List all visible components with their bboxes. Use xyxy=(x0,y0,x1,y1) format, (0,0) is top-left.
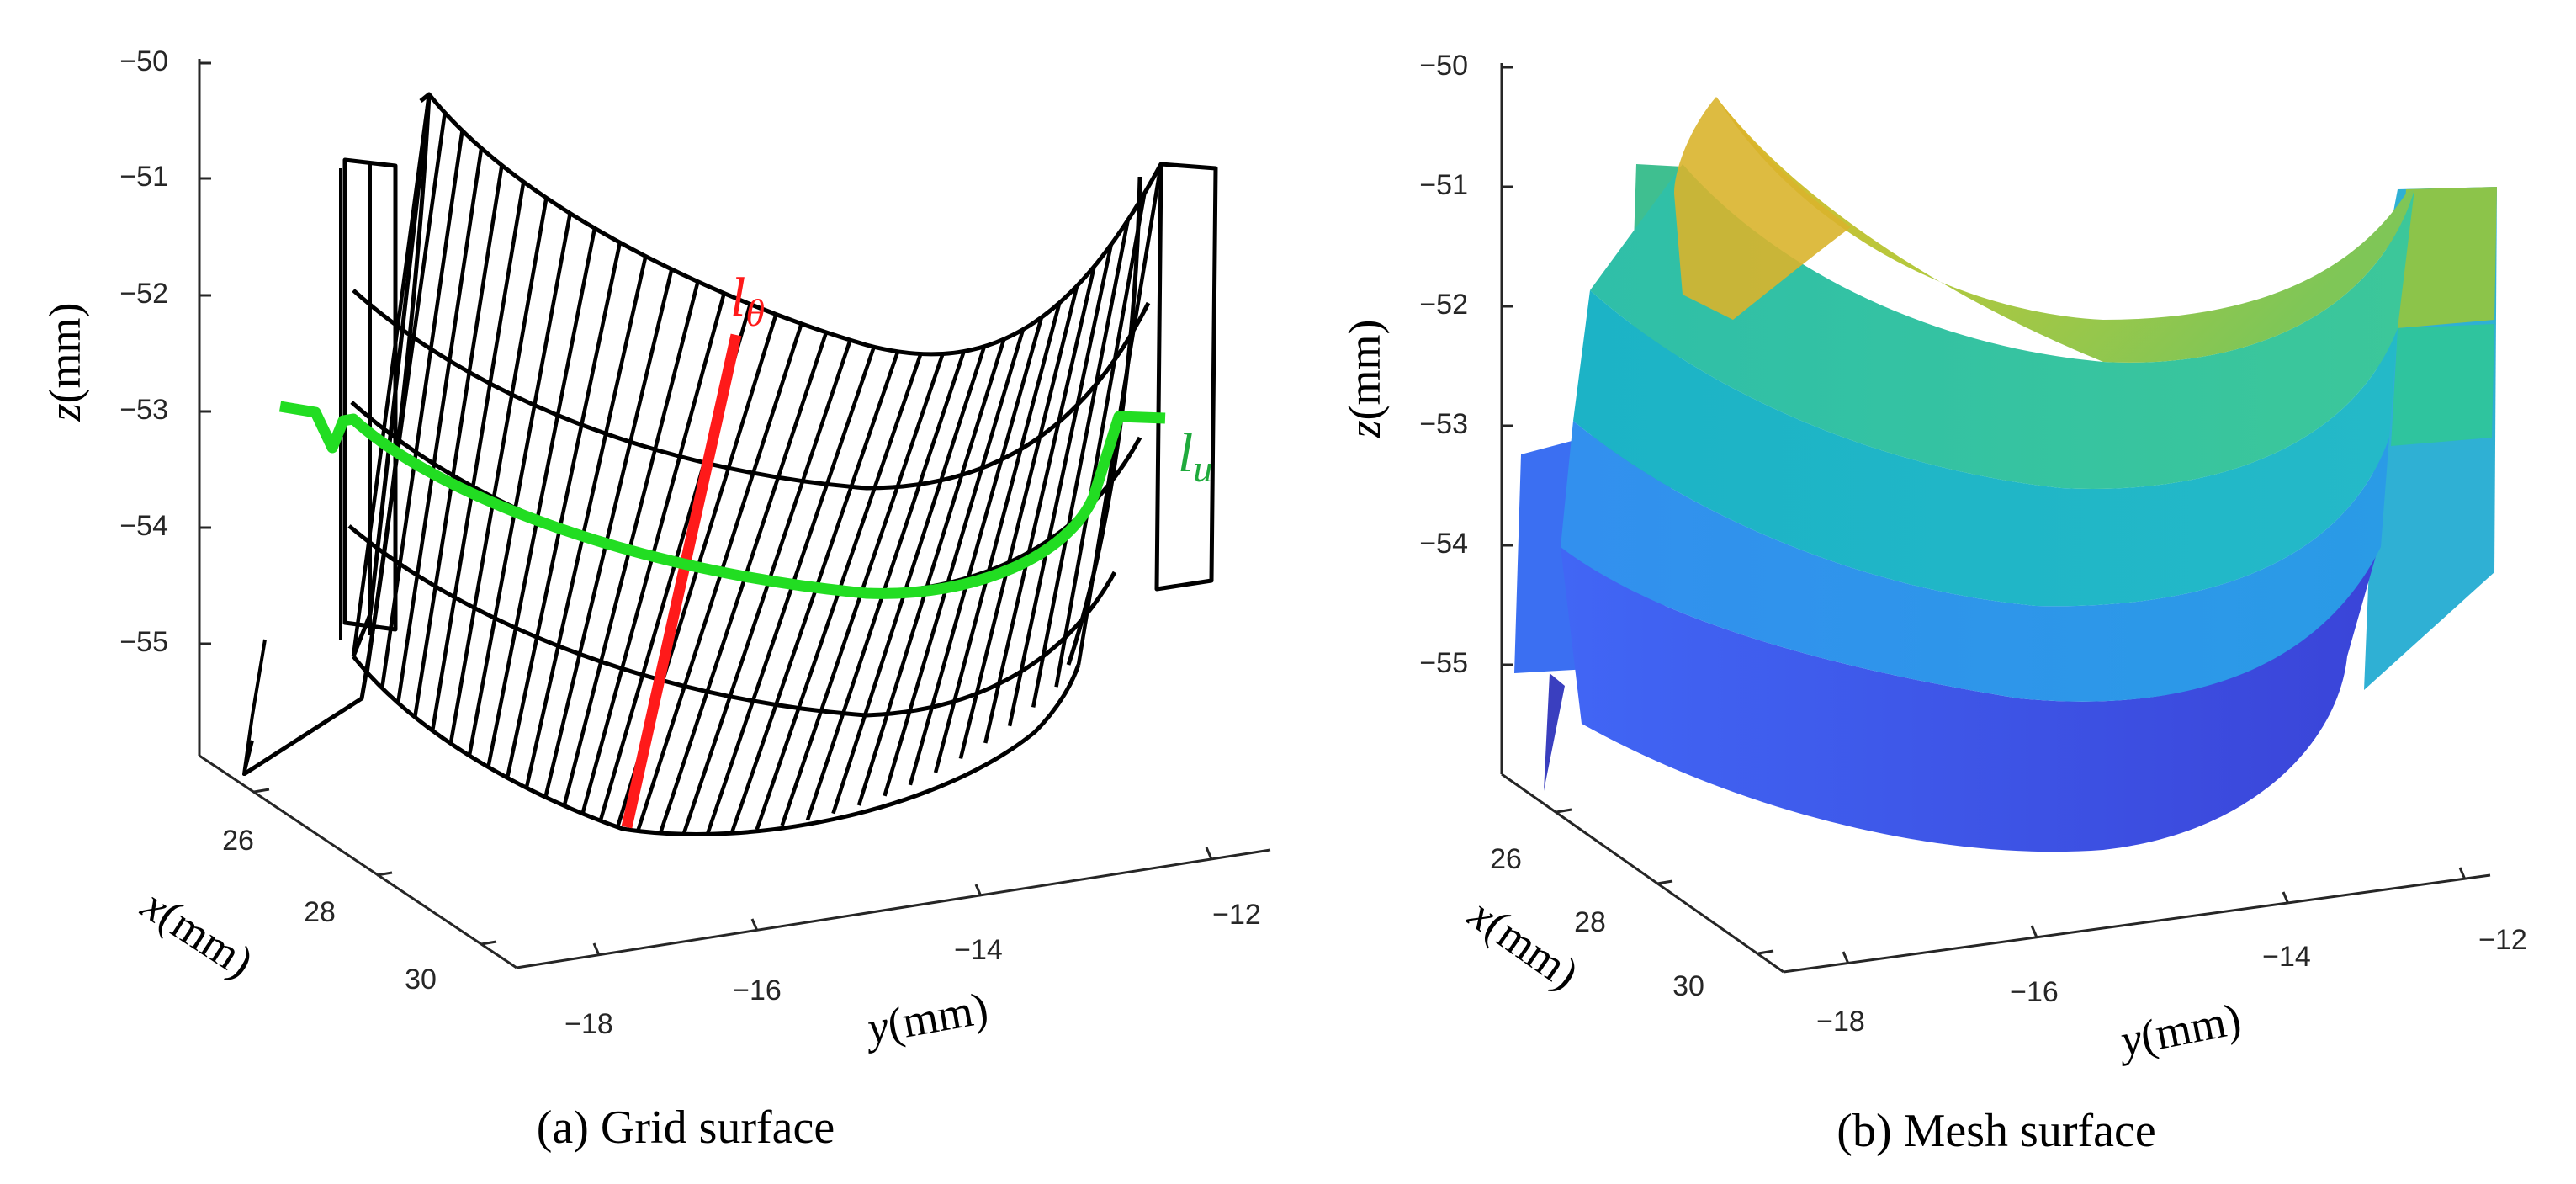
panel-a-y-tick: −12 xyxy=(1212,899,1261,931)
caption-b: (b) Mesh surface xyxy=(1837,1105,2155,1157)
mesh-spike xyxy=(1544,673,1565,791)
annotation-l-theta: lθ xyxy=(730,267,765,334)
caption-a: (a) Grid surface xyxy=(537,1102,835,1154)
panel-b-z-tick: −54 xyxy=(1419,528,1468,560)
panel-a-y-tick: −14 xyxy=(954,934,1003,966)
panel-b-x-tick: 28 xyxy=(1574,906,1606,938)
grid-vertical-line xyxy=(413,165,504,718)
grid-vertical-line xyxy=(430,181,526,731)
panel-a-z-label: z(mm) xyxy=(40,303,90,422)
grid-vertical-line xyxy=(505,242,623,778)
grid-vertical-line xyxy=(658,332,829,834)
panel-a-y-tick: −16 xyxy=(733,974,782,1006)
panel-a-z-tick: −53 xyxy=(119,394,168,426)
grid-vertical-line xyxy=(543,268,674,798)
line-l-theta xyxy=(621,333,742,829)
panel-b-z-tick: −50 xyxy=(1419,50,1468,82)
panel-b-y-label: y(mm) xyxy=(2112,993,2245,1066)
mesh-surface xyxy=(1514,97,2497,852)
grid-vertical-line xyxy=(1054,193,1147,688)
panel-b-z-tick: −53 xyxy=(1419,408,1468,440)
grid-vertical-line xyxy=(1031,220,1130,708)
panel-b-z-tick: −55 xyxy=(1419,647,1468,679)
panel-b-y-tick: −12 xyxy=(2478,924,2527,956)
mesh-band-1 xyxy=(1716,97,2414,363)
grid-vertical-line xyxy=(467,213,572,757)
panel-b-y-tick: −16 xyxy=(2010,976,2059,1008)
grid-vertical-line xyxy=(933,302,1062,773)
grid-vertical-line xyxy=(365,112,447,673)
panel-a-z-tick: −55 xyxy=(119,626,168,658)
grid-vertical-line xyxy=(351,93,432,657)
grid-vertical-line xyxy=(856,338,1006,806)
mesh-right-flange-mid xyxy=(2391,324,2494,446)
grid-vertical-line xyxy=(396,147,484,703)
grid-vertical-line xyxy=(883,328,1026,797)
panel-b-z-tick: −52 xyxy=(1419,289,1468,321)
grid-vertical-line xyxy=(379,130,464,688)
grid-vertical-line xyxy=(524,255,648,788)
mesh-band-4 xyxy=(1561,421,2389,702)
panel-a-x-axis-line xyxy=(199,754,517,969)
grid-vertical-line xyxy=(983,266,1096,744)
grid-vertical-line xyxy=(908,316,1044,786)
panel-a-z-tick: −54 xyxy=(119,510,168,542)
panel-a-y-tick: −18 xyxy=(564,1008,613,1040)
grid-vertical-line xyxy=(562,281,700,807)
panel-b-x-tick: 30 xyxy=(1672,970,1704,1002)
grid-vertical-line xyxy=(1007,244,1114,727)
panel-a-z-tick: −51 xyxy=(119,161,168,193)
mesh-right-flange-top xyxy=(2398,187,2497,328)
panel-a-y-axis-line xyxy=(516,848,1271,969)
mesh-band-5 xyxy=(1561,539,2381,852)
panel-b-x-axis-line xyxy=(1501,773,1784,974)
grid-vertical-line xyxy=(486,227,597,767)
grid-vertical-line xyxy=(681,339,852,835)
grid-vertical-line xyxy=(636,322,803,832)
grid-vertical-line xyxy=(448,197,549,744)
panel-a: −50 −51 −52 −53 −54 −55 26 28 30 −18 −16… xyxy=(40,45,1271,1154)
panel-b: −50 −51 −52 −53 −54 −55 26 28 30 −18 −16… xyxy=(1339,50,2527,1157)
panel-a-z-tick: −52 xyxy=(119,278,168,310)
panel-b-y-tick: −18 xyxy=(1816,1006,1865,1038)
panel-a-x-label: x(mm) xyxy=(133,879,262,987)
panel-b-x-label: x(mm) xyxy=(1459,888,1587,999)
panel-b-axes xyxy=(1500,63,2491,974)
grid-surface xyxy=(242,92,1218,836)
grid-vertical-line xyxy=(705,346,876,835)
panel-a-y-label: y(mm) xyxy=(860,983,992,1054)
panel-a-x-tick: 28 xyxy=(304,896,336,928)
line-l-u xyxy=(278,401,1166,599)
mesh-band-3 xyxy=(1573,290,2398,607)
panel-a-axes xyxy=(198,59,1271,969)
panel-a-x-tick: 30 xyxy=(405,964,437,996)
mesh-band-2 xyxy=(1590,164,2414,489)
panel-a-x-tick: 26 xyxy=(222,825,254,857)
panel-b-x-tick: 26 xyxy=(1490,843,1522,875)
grid-vertical-line xyxy=(805,350,966,821)
panel-b-z-tick: −51 xyxy=(1419,169,1468,201)
panel-a-z-tick: −50 xyxy=(119,45,168,77)
panel-b-y-tick: −14 xyxy=(2262,941,2311,973)
annotation-l-u: lu xyxy=(1178,422,1212,490)
mesh-top-ridge xyxy=(1674,97,1851,320)
grid-vertical-line xyxy=(831,346,987,815)
grid-vertical-line xyxy=(958,285,1079,760)
panel-b-y-axis-line xyxy=(1783,873,2491,974)
panel-b-z-label: z(mm) xyxy=(1339,320,1390,439)
